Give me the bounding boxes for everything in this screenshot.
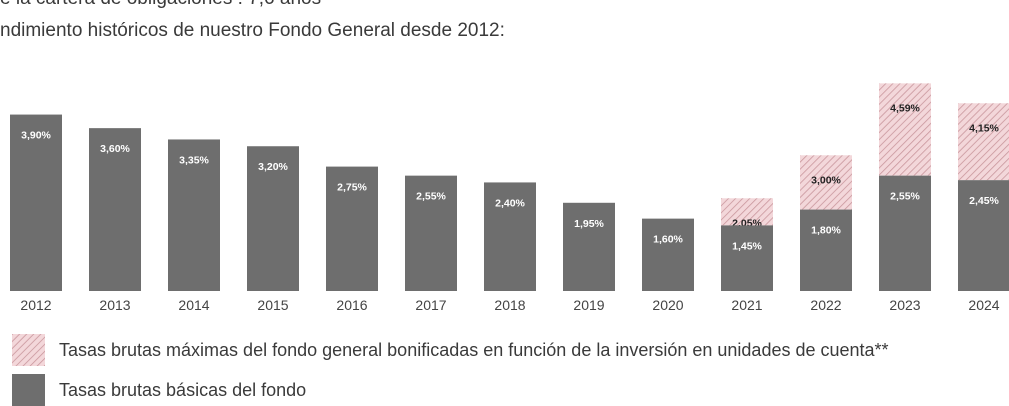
base-bar-2021: [721, 225, 773, 291]
bar-chart: 3,90% 2012 3,60% 2013 3,35% 2014 3,20% 2015 2,75…: [10, 83, 1009, 313]
base-value-label-2017: 2,55%: [416, 191, 446, 203]
bars-layer: 3,90% 2012 3,60% 2013 3,35% 2014 3,20% 2015 2,75…: [10, 83, 1009, 313]
bonus-bar-2023: [879, 83, 931, 176]
base-value-label-2018: 2,40%: [495, 197, 525, 209]
base-bar-2023: [879, 175, 931, 291]
legend-label-bonus-rate: Tasas brutas máximas del fondo general b…: [59, 339, 889, 360]
base-value-label-2023: 2,55%: [890, 191, 920, 203]
base-bar-2019: [563, 202, 615, 291]
base-bar-2013: [89, 128, 141, 291]
base-bar-2020: [642, 218, 694, 291]
legend-item-bonus-rate: Tasas brutas máximas del fondo general b…: [12, 334, 889, 366]
legend-label-base-rate: Tasas brutas básicas del fondo: [59, 379, 307, 400]
x-tick-label-2014: 2014: [178, 297, 209, 313]
base-bar-2016: [326, 166, 378, 291]
x-tick-label-2018: 2018: [494, 297, 525, 313]
x-tick-label-2017: 2017: [415, 297, 446, 313]
base-value-label-2016: 2,75%: [337, 182, 367, 194]
x-tick-label-2016: 2016: [336, 297, 367, 313]
base-bar-2012: [10, 114, 62, 291]
base-value-label-2013: 3,60%: [100, 143, 130, 155]
bonus-bar-2021: [721, 198, 773, 226]
base-value-label-2019: 1,95%: [574, 218, 604, 230]
base-value-label-2014: 3,35%: [179, 154, 209, 166]
solid-swatch-icon: [12, 374, 45, 406]
x-tick-label-2015: 2015: [257, 297, 288, 313]
base-value-label-2022: 1,80%: [811, 225, 841, 237]
x-tick-label-2021: 2021: [731, 297, 762, 313]
x-tick-label-2020: 2020: [652, 297, 683, 313]
x-tick-label-2013: 2013: [99, 297, 130, 313]
base-bar-2014: [168, 139, 220, 291]
intro-line-1: e la cartera de obligaciones : 7,6 años: [0, 0, 321, 10]
base-bar-2024: [958, 180, 1009, 291]
base-bar-2017: [405, 175, 457, 291]
intro-line-2: ndimiento históricos de nuestro Fondo Ge…: [0, 20, 505, 41]
base-value-label-2020: 1,60%: [653, 234, 683, 246]
x-tick-label-2019: 2019: [573, 297, 604, 313]
hatch-swatch-icon: [12, 334, 45, 366]
bonus-bar-2024: [958, 103, 1009, 181]
base-bar-2015: [247, 146, 299, 291]
bonus-value-label-2023: 4,59%: [890, 102, 920, 114]
x-tick-label-2022: 2022: [810, 297, 841, 313]
bonus-bar-2022: [800, 155, 852, 210]
base-bar-2018: [484, 182, 536, 291]
base-value-label-2012: 3,90%: [21, 130, 51, 142]
x-tick-label-2012: 2012: [20, 297, 51, 313]
base-bar-2022: [800, 209, 852, 291]
base-value-label-2015: 3,20%: [258, 161, 288, 173]
legend-item-base-rate: Tasas brutas básicas del fondo: [12, 374, 306, 406]
x-tick-label-2024: 2024: [968, 297, 999, 313]
base-value-label-2021: 1,45%: [732, 240, 762, 252]
x-tick-label-2023: 2023: [889, 297, 920, 313]
bonus-value-label-2024: 4,15%: [969, 122, 999, 134]
bonus-value-label-2022: 3,00%: [811, 174, 841, 186]
base-value-label-2024: 2,45%: [969, 195, 999, 207]
